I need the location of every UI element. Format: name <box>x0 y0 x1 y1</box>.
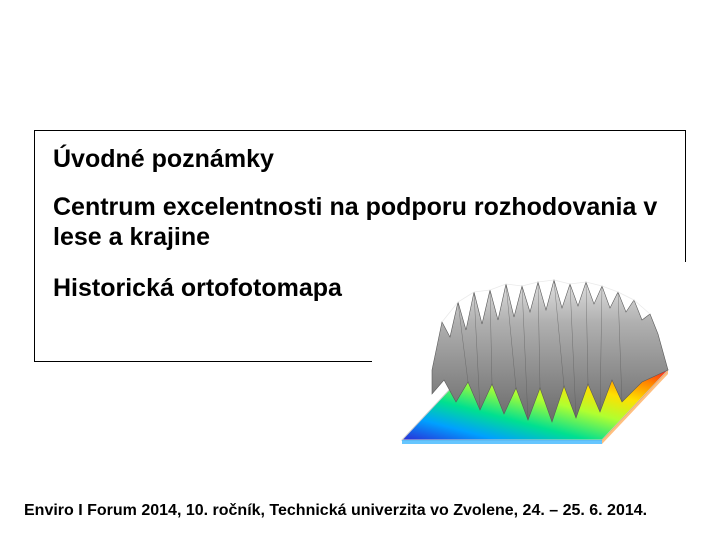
footer-text: Enviro I Forum 2014, 10. ročník, Technic… <box>24 502 647 520</box>
heading-center: Centrum excelentnosti na podporu rozhodo… <box>53 192 667 252</box>
heading-intro: Úvodné poznámky <box>53 145 667 174</box>
terrain-diagram <box>372 262 688 458</box>
